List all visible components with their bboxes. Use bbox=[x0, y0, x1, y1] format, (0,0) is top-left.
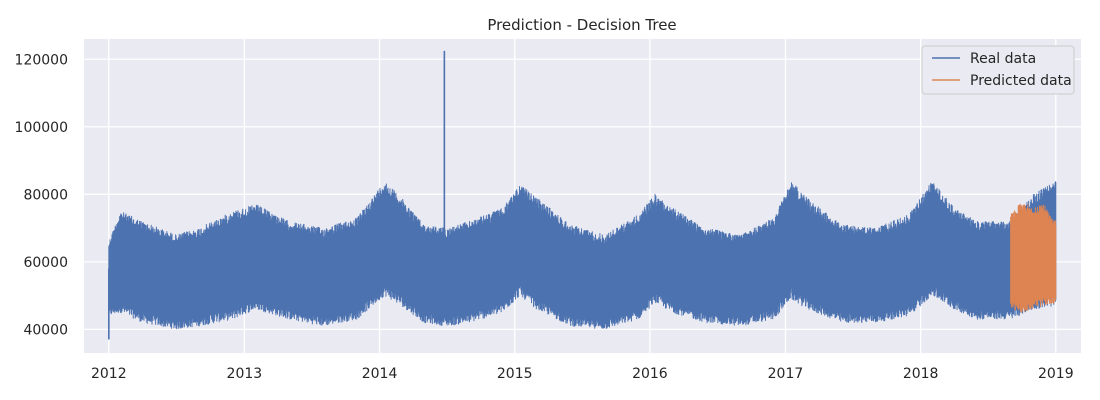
series-line-predicted-data bbox=[1010, 204, 1057, 313]
legend: Real data Predicted data bbox=[921, 45, 1075, 95]
series-layer bbox=[108, 50, 1057, 340]
chart-title: Prediction - Decision Tree bbox=[487, 16, 676, 34]
y-tick-label: 40000 bbox=[23, 322, 68, 338]
x-tick-label: 2015 bbox=[497, 366, 533, 382]
x-tick-label: 2017 bbox=[768, 366, 804, 382]
y-tick-label: 120000 bbox=[15, 52, 68, 68]
x-tick-label: 2014 bbox=[362, 366, 398, 382]
y-tick-label: 60000 bbox=[23, 255, 68, 271]
x-tick-label: 2019 bbox=[1038, 366, 1074, 382]
x-tick-label: 2012 bbox=[91, 366, 127, 382]
x-tick-label: 2013 bbox=[227, 366, 263, 382]
legend-label-predicted-data: Predicted data bbox=[970, 73, 1072, 89]
y-tick-label: 80000 bbox=[23, 187, 68, 203]
x-tick-label: 2016 bbox=[632, 366, 668, 382]
x-tick-label: 2018 bbox=[903, 366, 939, 382]
tick-labels: 2012 2013 2014 2015 2016 2017 2018 2019 40000 600… bbox=[15, 52, 1074, 382]
y-tick-label: 100000 bbox=[15, 120, 68, 136]
series-line-real-data bbox=[108, 181, 1057, 330]
legend-label-real-data: Real data bbox=[970, 51, 1036, 67]
